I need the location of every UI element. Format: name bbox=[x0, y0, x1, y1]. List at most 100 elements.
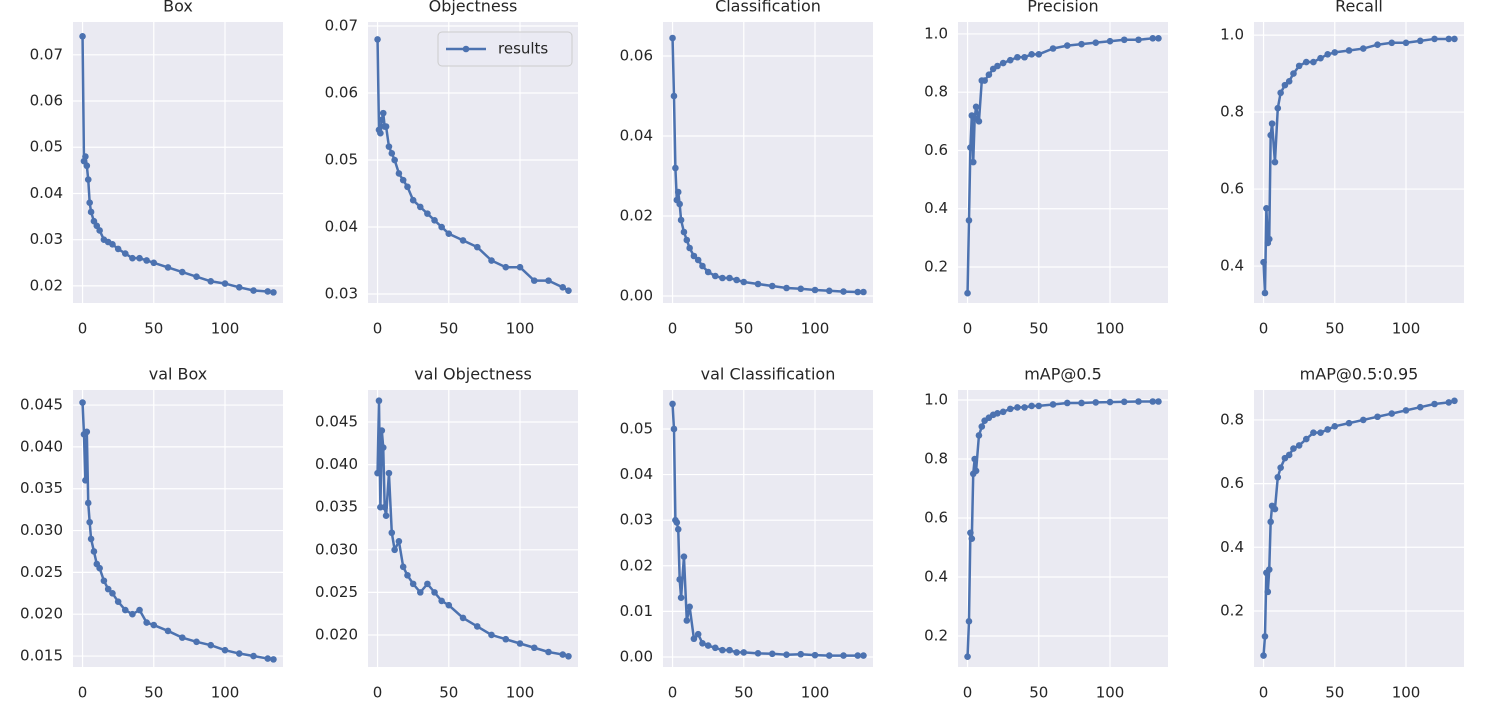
plot-area bbox=[73, 22, 283, 303]
data-point bbox=[994, 62, 1001, 70]
data-point bbox=[1310, 429, 1317, 436]
x-tick-label: 50 bbox=[1325, 684, 1344, 702]
data-point bbox=[1274, 104, 1282, 112]
data-point bbox=[409, 580, 417, 588]
plot-area bbox=[663, 22, 873, 303]
x-tick-label: 100 bbox=[1096, 320, 1125, 338]
data-point bbox=[1092, 399, 1100, 406]
data-point bbox=[374, 469, 381, 477]
data-point bbox=[1260, 258, 1267, 266]
data-point bbox=[969, 158, 977, 166]
data-point bbox=[704, 642, 712, 649]
data-point bbox=[1155, 35, 1162, 42]
data-point bbox=[967, 529, 974, 537]
data-point bbox=[1295, 442, 1303, 449]
data-point bbox=[96, 564, 103, 572]
chart-title: val Box bbox=[149, 365, 208, 384]
data-point bbox=[676, 200, 683, 208]
data-point bbox=[811, 651, 819, 659]
series-line bbox=[376, 399, 569, 658]
data-point bbox=[854, 288, 862, 296]
data-point bbox=[207, 641, 215, 649]
data-point bbox=[235, 650, 243, 657]
data-point bbox=[1049, 401, 1057, 408]
x-tick-label: 50 bbox=[144, 320, 163, 338]
data-point bbox=[690, 252, 698, 260]
data-point bbox=[964, 289, 971, 297]
y-tick-label: 0.02 bbox=[620, 207, 653, 225]
y-tick-label: 0.04 bbox=[620, 127, 653, 145]
data-point bbox=[1402, 39, 1410, 47]
data-point bbox=[129, 610, 136, 618]
data-point bbox=[104, 585, 112, 593]
data-point bbox=[677, 594, 685, 601]
data-point bbox=[488, 631, 495, 639]
data-point bbox=[114, 245, 122, 253]
data-point bbox=[82, 153, 89, 160]
data-point bbox=[1006, 405, 1014, 413]
y-tick-label: 0.8 bbox=[924, 83, 948, 101]
data-point bbox=[473, 243, 481, 251]
data-point bbox=[416, 589, 424, 596]
data-point bbox=[1261, 289, 1269, 297]
data-point bbox=[1285, 77, 1293, 85]
data-point bbox=[711, 644, 719, 652]
x-tick-label: 0 bbox=[1259, 320, 1269, 338]
data-point bbox=[726, 274, 733, 282]
x-tick-label: 100 bbox=[506, 320, 535, 338]
data-point bbox=[1317, 429, 1324, 436]
y-tick-label: 0.4 bbox=[1220, 257, 1244, 275]
y-tick-label: 0.05 bbox=[325, 151, 358, 169]
data-point bbox=[1149, 35, 1157, 42]
data-point bbox=[86, 199, 93, 207]
data-point bbox=[87, 535, 95, 543]
data-point bbox=[1317, 54, 1324, 62]
data-point bbox=[431, 217, 438, 224]
data-point bbox=[382, 123, 390, 130]
y-tick-label: 0.035 bbox=[20, 479, 63, 497]
data-point bbox=[783, 651, 790, 658]
data-point bbox=[1006, 56, 1014, 64]
data-point bbox=[1260, 652, 1267, 659]
data-point bbox=[136, 606, 143, 614]
data-point bbox=[114, 598, 122, 605]
x-tick-label: 100 bbox=[211, 684, 240, 702]
data-point bbox=[378, 427, 386, 434]
data-point bbox=[754, 650, 762, 657]
y-tick-label: 0.07 bbox=[325, 17, 358, 35]
data-point bbox=[669, 400, 676, 408]
data-point bbox=[1021, 53, 1028, 61]
y-tick-label: 0.025 bbox=[20, 563, 63, 581]
data-point bbox=[381, 503, 388, 511]
data-point bbox=[1078, 40, 1085, 48]
data-point bbox=[978, 423, 986, 430]
data-point bbox=[565, 287, 572, 294]
data-point bbox=[84, 176, 92, 183]
data-point bbox=[967, 144, 974, 151]
y-tick-label: 0.05 bbox=[620, 419, 653, 437]
data-point bbox=[699, 639, 706, 647]
data-point bbox=[445, 230, 453, 238]
x-tick-label: 0 bbox=[373, 320, 383, 338]
data-point bbox=[416, 203, 424, 211]
data-point bbox=[1416, 403, 1424, 411]
data-point bbox=[250, 287, 257, 294]
series-line bbox=[1262, 37, 1455, 295]
data-point bbox=[968, 535, 976, 542]
data-point bbox=[985, 71, 993, 79]
y-tick-label: 0.6 bbox=[924, 509, 948, 527]
x-tick-label: 100 bbox=[506, 684, 535, 702]
chart-title: mAP@0.5 bbox=[1024, 365, 1102, 384]
y-tick-label: 0.05 bbox=[30, 138, 63, 156]
chart-title: Objectness bbox=[429, 0, 518, 16]
x-tick-label: 0 bbox=[963, 320, 973, 338]
data-point bbox=[670, 425, 678, 433]
data-point bbox=[1035, 402, 1043, 410]
y-tick-label: 0.025 bbox=[315, 583, 358, 601]
data-point bbox=[382, 512, 390, 520]
data-point bbox=[740, 649, 748, 656]
x-tick-label: 50 bbox=[439, 684, 458, 702]
data-point bbox=[1120, 36, 1128, 44]
data-point bbox=[1268, 120, 1276, 127]
data-point bbox=[438, 597, 445, 605]
